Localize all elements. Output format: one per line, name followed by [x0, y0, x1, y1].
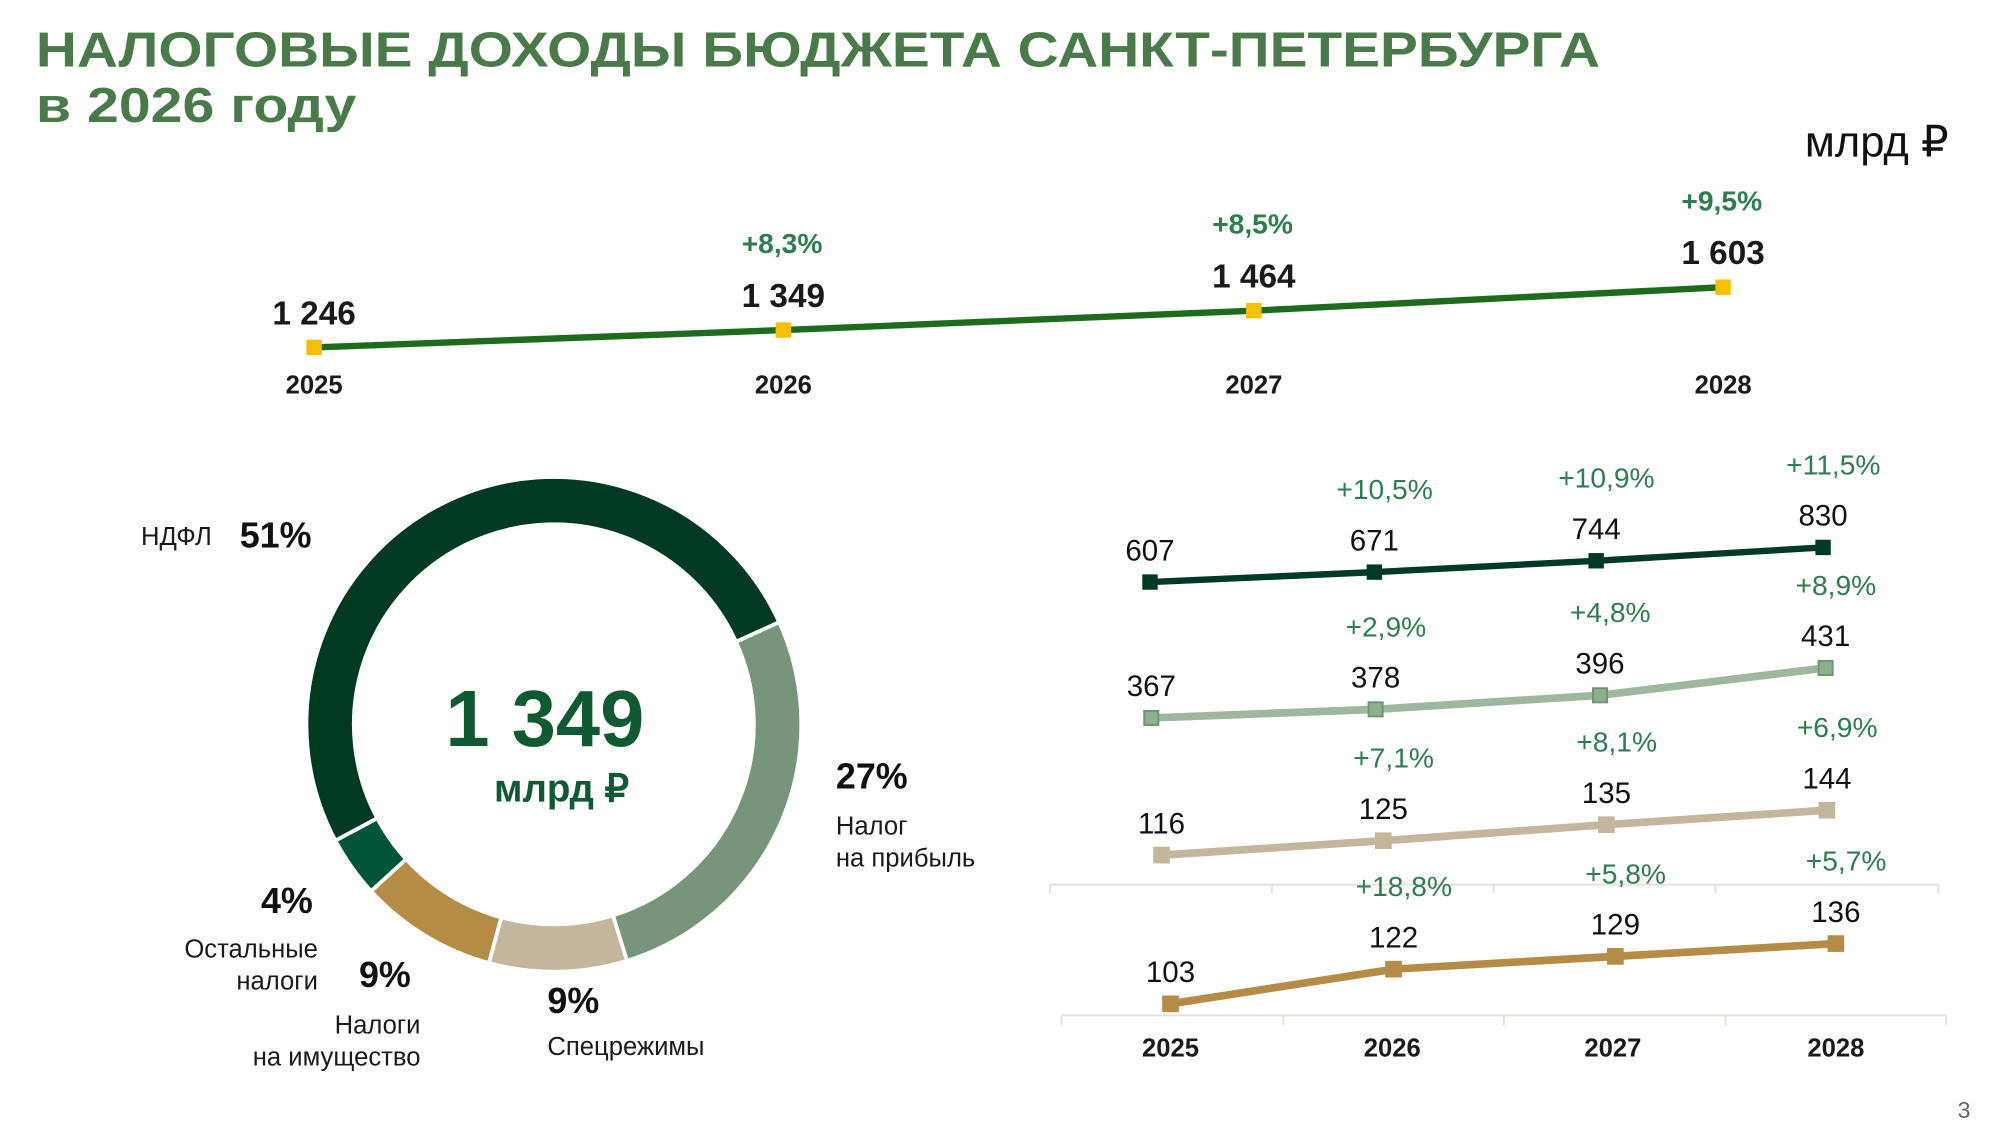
slice-name-label: Налоги [335, 1011, 421, 1039]
tax-breakdown-chart: 607 671 +10,5% 744 +10,9% 830 +11,5% 367 378 +2,9… [1049, 448, 1948, 1062]
series-value-label: 671 [1350, 524, 1399, 557]
series-growth-label: +11,5% [1786, 448, 1880, 480]
total-value-label: 1 246 [272, 295, 355, 332]
total-growth-label: +9,5% [1681, 184, 1762, 216]
series-growth-label: +10,5% [1336, 473, 1432, 505]
total-growth-label: +8,5% [1212, 208, 1293, 240]
total-line [313, 283, 1724, 351]
series-line [1151, 664, 1827, 722]
series-line [1169, 939, 1837, 1008]
series-line [1161, 806, 1828, 859]
slice-name-label: Спецрежимы [547, 1033, 704, 1061]
series-value-label: 607 [1125, 534, 1174, 567]
series-marker [1815, 539, 1831, 556]
series-marker [1385, 960, 1402, 978]
page-title-line2: в 2026 году [36, 79, 357, 133]
series-growth-label: +8,9% [1796, 569, 1877, 601]
x-tick-label: 2025 [1142, 1034, 1199, 1062]
series-growth-label: +6,9% [1797, 711, 1878, 743]
series-value-label: 378 [1351, 662, 1400, 695]
total-growth-label: +8,3% [742, 227, 823, 259]
slice-name-label: НДФЛ [141, 523, 212, 551]
series-growth-label: +4,8% [1570, 596, 1651, 628]
page-number: 3 [1958, 1097, 1971, 1123]
series-marker [1162, 995, 1179, 1013]
total-marker [1715, 279, 1731, 295]
unit-label: млрд ₽ [1805, 118, 1949, 166]
series-growth-label: +10,9% [1558, 462, 1654, 494]
total-marker [775, 322, 792, 338]
total-revenue-chart: 1 246 2025 1 349 +8,3% 2026 1 464 +8,5% 2027 1 6… [272, 184, 1764, 399]
series-value-label: 396 [1575, 647, 1624, 680]
slice-name-label: налоги [236, 968, 318, 996]
donut-slice [610, 619, 804, 964]
series-marker [1143, 709, 1160, 726]
slice-percent-label: 51% [240, 515, 312, 555]
slice-name-label: на имущество [253, 1043, 421, 1071]
series-marker [1591, 687, 1609, 704]
x-tick-label: 2028 [1695, 372, 1752, 400]
slice-name-label: на прибыль [836, 845, 975, 873]
series-growth-label: +7,1% [1353, 742, 1434, 774]
slice-percent-label: 4% [261, 881, 313, 921]
slice-percent-label: 27% [836, 756, 908, 796]
x-tick-label: 2026 [755, 372, 812, 400]
x-tick-label: 2028 [1807, 1034, 1864, 1062]
x-tick-label: 2025 [286, 372, 343, 400]
total-marker [1246, 302, 1262, 319]
series-growth-label: +2,9% [1346, 610, 1427, 642]
series-value-label: 116 [1138, 807, 1185, 840]
series-marker [1588, 553, 1604, 569]
series-value-label: 103 [1146, 956, 1195, 989]
total-value-label: 1 464 [1212, 259, 1296, 296]
series-marker [1366, 564, 1383, 580]
series-growth-label: +8,1% [1576, 726, 1657, 758]
series-growth-label: +5,7% [1806, 845, 1887, 877]
donut-center-unit: млрд ₽ [494, 767, 629, 810]
x-tick-label: 2027 [1584, 1034, 1641, 1062]
series-value-label: 125 [1359, 793, 1408, 826]
series-value-label: 136 [1811, 896, 1860, 929]
series-value-label: 431 [1801, 620, 1850, 653]
series-line [1149, 544, 1824, 586]
series-marker [1607, 948, 1624, 965]
series-marker [1817, 659, 1834, 676]
series-value-label: 744 [1572, 513, 1621, 546]
series-value-label: 830 [1798, 500, 1847, 533]
revenue-structure-donut: 1 349 млрд ₽ 51% НДФЛ 27% Налог на прибыль 9%… [141, 475, 975, 1071]
series-value-label: 129 [1591, 909, 1640, 942]
donut-center-value: 1 349 [445, 674, 644, 763]
slice-name-label: Остальные [184, 936, 318, 964]
series-marker [1818, 801, 1836, 819]
slice-percent-label: 9% [359, 955, 411, 995]
series-value-label: 135 [1582, 777, 1631, 810]
total-value-label: 1 349 [742, 278, 825, 315]
series-marker [1375, 832, 1392, 850]
series-marker [1142, 574, 1158, 590]
donut-slice [304, 475, 782, 844]
series-value-label: 144 [1802, 762, 1851, 795]
slice-name-label: Налог [836, 813, 908, 841]
series-growth-label: +18,8% [1356, 870, 1452, 902]
series-marker [1153, 846, 1170, 864]
x-tick-label: 2026 [1364, 1034, 1421, 1062]
donut-slice [486, 913, 630, 974]
page-title-line1: НАЛОГОВЫЕ ДОХОДЫ БЮДЖЕТА САНКТ-ПЕТЕРБУРГ… [36, 24, 1600, 78]
series-value-label: 367 [1127, 670, 1176, 703]
total-value-label: 1 603 [1681, 235, 1764, 272]
series-marker [1827, 935, 1845, 952]
series-marker [1367, 701, 1384, 718]
donut-slice [368, 856, 504, 966]
series-value-label: 122 [1369, 921, 1418, 954]
series-marker [1598, 816, 1615, 834]
series-growth-label: +5,8% [1585, 857, 1666, 889]
total-marker [306, 339, 322, 356]
slice-percent-label: 9% [547, 981, 599, 1021]
x-tick-label: 2027 [1225, 372, 1282, 400]
